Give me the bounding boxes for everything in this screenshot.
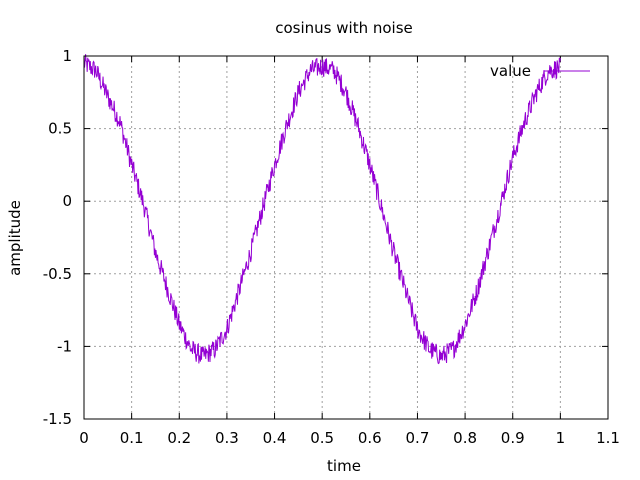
x-tick-label: 0.7 <box>406 429 430 447</box>
y-tick-label: 1 <box>62 47 72 65</box>
x-tick-label: 0.9 <box>501 429 525 447</box>
grid <box>84 56 608 419</box>
legend-label-value: value <box>490 62 531 80</box>
x-tick-label: 0.1 <box>120 429 144 447</box>
y-tick-label: 0.5 <box>48 120 72 138</box>
series-layer <box>83 54 561 365</box>
y-axis-label: amplitude <box>6 200 24 276</box>
x-tick-label: 0.5 <box>310 429 334 447</box>
x-tick-label: 0.2 <box>167 429 191 447</box>
x-tick-label: 0.4 <box>263 429 287 447</box>
y-tick-label: -1.5 <box>43 410 72 428</box>
axis-ticks: 0 0.1 0.2 0.3 0.4 0.5 0.6 0.7 0.8 0.9 1 1.1 1 0.5 0 -0.… <box>43 47 620 447</box>
x-tick-label: 1.1 <box>596 429 620 447</box>
x-axis-label: time <box>327 457 361 475</box>
series-line-value <box>83 54 561 365</box>
x-tick-label: 1 <box>556 429 566 447</box>
x-tick-label: 0.8 <box>453 429 477 447</box>
x-tick-label: 0.6 <box>358 429 382 447</box>
y-tick-label: -1 <box>57 337 72 355</box>
y-tick-label: -0.5 <box>43 265 72 283</box>
chart-title: cosinus with noise <box>275 19 413 37</box>
plot-frame <box>83 55 609 420</box>
y-tick-label: 0 <box>62 192 72 210</box>
x-tick-label: 0 <box>79 429 89 447</box>
x-tick-label: 0.3 <box>215 429 239 447</box>
legend: value <box>490 62 590 80</box>
